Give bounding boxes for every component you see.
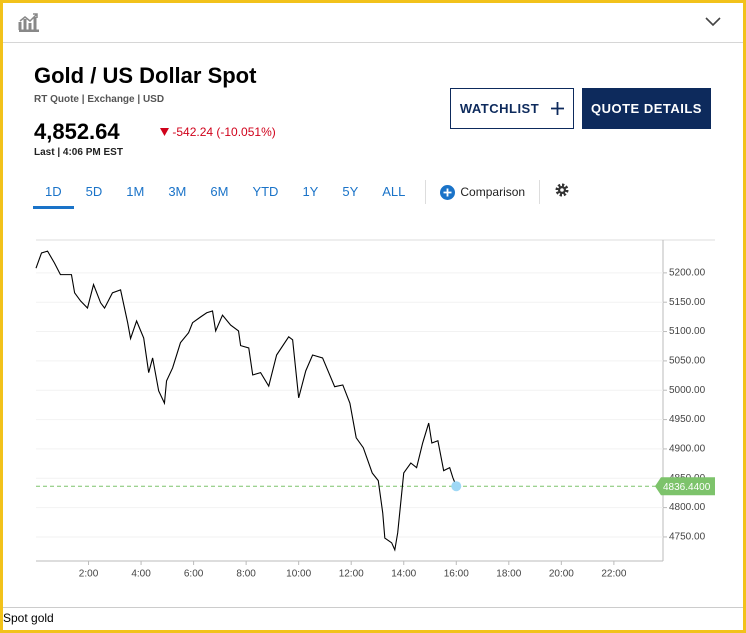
price-change: -542.24 (-10.051%) (172, 125, 276, 139)
y-tick-label: 4800.00 (669, 502, 706, 513)
gear-icon (555, 183, 569, 196)
footer-caption: Spot gold (3, 611, 54, 625)
range-tab[interactable]: 5Y (342, 184, 359, 199)
range-tab[interactable]: 1M (126, 184, 145, 199)
x-tick-label: 6:00 (184, 569, 204, 580)
top-bar (3, 3, 743, 43)
quote-meta: RT Quote | Exchange | USD (34, 94, 165, 105)
reference-label: 4836.4400 (663, 482, 711, 493)
quote-details-button[interactable]: QUOTE DETAILS (582, 88, 711, 129)
watchlist-button[interactable]: WATCHLIST (450, 88, 574, 129)
tab-separator (425, 180, 427, 204)
price-change-wrap: -542.24 (-10.051%) (160, 125, 276, 139)
last-price: 4,852.64 (34, 119, 120, 144)
range-tabs: 1D 5D 1M 3M 6M YTD 1Y 5Y ALL Comparison (33, 175, 576, 209)
range-tab[interactable]: 6M (210, 184, 229, 199)
x-tick-label: 14:00 (391, 569, 416, 580)
price-line (35, 250, 457, 552)
x-tick-label: 10:00 (286, 569, 311, 580)
range-tab[interactable]: 1Y (302, 184, 319, 199)
reference-label-box (655, 477, 715, 496)
footer-divider (3, 607, 743, 608)
x-tick-label: 4:00 (131, 569, 151, 580)
chart: 4750.004800.004850.004900.004950.005000.… (35, 239, 715, 580)
range-tab[interactable]: YTD (252, 184, 279, 199)
x-tick-label: 12:00 (339, 569, 364, 580)
collapse-chevron[interactable] (705, 16, 721, 28)
x-tick-label: 16:00 (444, 569, 469, 580)
last-time: Last | 4:06 PM EST (34, 147, 123, 158)
plus-icon (551, 102, 565, 115)
down-arrow (160, 128, 169, 136)
range-tab[interactable]: ALL (382, 184, 406, 199)
x-tick-label: 2:00 (79, 569, 99, 580)
settings-button[interactable] (548, 182, 576, 203)
x-tick-label: 8:00 (236, 569, 256, 580)
y-tick-label: 5050.00 (669, 356, 706, 367)
tab-separator (539, 180, 541, 204)
y-tick-label: 4900.00 (669, 444, 706, 455)
comparison-button[interactable]: Comparison (434, 184, 531, 200)
x-tick-label: 22:00 (601, 569, 626, 580)
x-tick-label: 20:00 (549, 569, 574, 580)
chart-icon[interactable] (18, 12, 40, 32)
range-tab[interactable]: 5D (85, 184, 103, 199)
y-tick-label: 4950.00 (669, 414, 706, 425)
x-tick-label: 18:00 (496, 569, 521, 580)
last-point (451, 481, 462, 492)
y-tick-label: 5150.00 (669, 297, 706, 308)
comparison-label: Comparison (460, 185, 526, 199)
range-tab[interactable]: 1D (33, 175, 74, 209)
y-tick-label: 5000.00 (669, 385, 706, 396)
range-tab[interactable]: 3M (168, 184, 187, 199)
instrument-title: Gold / US Dollar Spot (34, 63, 257, 88)
comparison-icon (440, 184, 456, 200)
watchlist-label: WATCHLIST (459, 101, 540, 116)
y-tick-label: 4750.00 (669, 532, 706, 543)
y-tick-label: 5100.00 (669, 326, 706, 337)
y-tick-label: 5200.00 (669, 268, 706, 279)
